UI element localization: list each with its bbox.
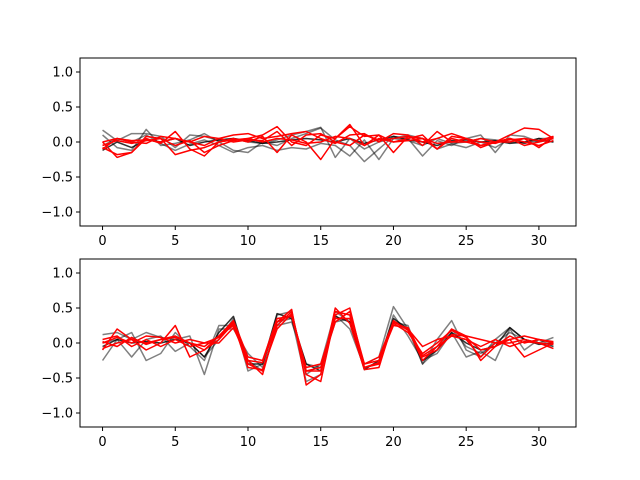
bottom-x-tick-label: 30 xyxy=(531,435,548,450)
bottom-series-line-9 xyxy=(102,310,554,372)
top-series-line-9 xyxy=(102,135,554,154)
bottom-y-tick-label: 1.0 xyxy=(52,267,73,282)
top-y-tick-label: −1.0 xyxy=(41,206,73,221)
bottom-x-tick-label: 5 xyxy=(171,435,179,450)
top-y-tick-label: 0.0 xyxy=(52,136,73,151)
bottom-x-ticks: 0 5 10 15 20 25 30 xyxy=(98,427,547,450)
bottom-series-line-8 xyxy=(102,314,554,369)
bottom-y-tick-label: 0.5 xyxy=(52,302,73,317)
top-x-tick-label: 10 xyxy=(240,234,257,249)
bottom-y-tick-label: 0.0 xyxy=(52,337,73,352)
top-series-line-2 xyxy=(102,127,554,163)
bottom-series-lines xyxy=(101,305,554,386)
bottom-x-tick-label: 0 xyxy=(98,435,106,450)
top-x-tick-label: 15 xyxy=(312,234,329,249)
bottom-y-ticks: −1.0 −0.5 0.0 0.5 1.0 xyxy=(41,267,80,422)
top-y-tick-label: 1.0 xyxy=(52,66,73,81)
top-y-ticks: −1.0 −0.5 0.0 0.5 1.0 xyxy=(41,66,80,221)
top-series-lines xyxy=(102,123,554,163)
bottom-x-tick-label: 15 xyxy=(312,435,329,450)
bottom-x-tick-label: 10 xyxy=(240,435,257,450)
bottom-y-tick-label: −0.5 xyxy=(41,372,73,387)
bottom-series-line-6 xyxy=(102,307,554,383)
top-y-tick-label: 0.5 xyxy=(52,101,73,116)
top-series-line-6 xyxy=(102,123,554,161)
top-y-tick-label: −0.5 xyxy=(41,171,73,186)
top-x-tick-label: 25 xyxy=(458,234,475,249)
bottom-x-tick-label: 25 xyxy=(458,435,475,450)
top-x-tick-label: 20 xyxy=(385,234,402,249)
top-x-tick-label: 5 xyxy=(171,234,179,249)
top-series-line-3 xyxy=(102,134,554,161)
bottom-x-tick-label: 20 xyxy=(385,435,402,450)
top-x-tick-label: 30 xyxy=(531,234,548,249)
top-series-line-8 xyxy=(102,130,554,149)
bottom-panel: 0 5 10 15 20 25 30 −1.0 −0.5 0.0 0.5 1.0 xyxy=(41,258,577,450)
top-x-ticks: 0 5 10 15 20 25 30 xyxy=(98,226,547,249)
bottom-y-tick-label: −1.0 xyxy=(41,407,73,422)
top-panel: 0 5 10 15 20 25 30 −1.0 −0.5 0.0 0.5 1.0 xyxy=(41,57,577,249)
top-x-tick-label: 0 xyxy=(98,234,106,249)
